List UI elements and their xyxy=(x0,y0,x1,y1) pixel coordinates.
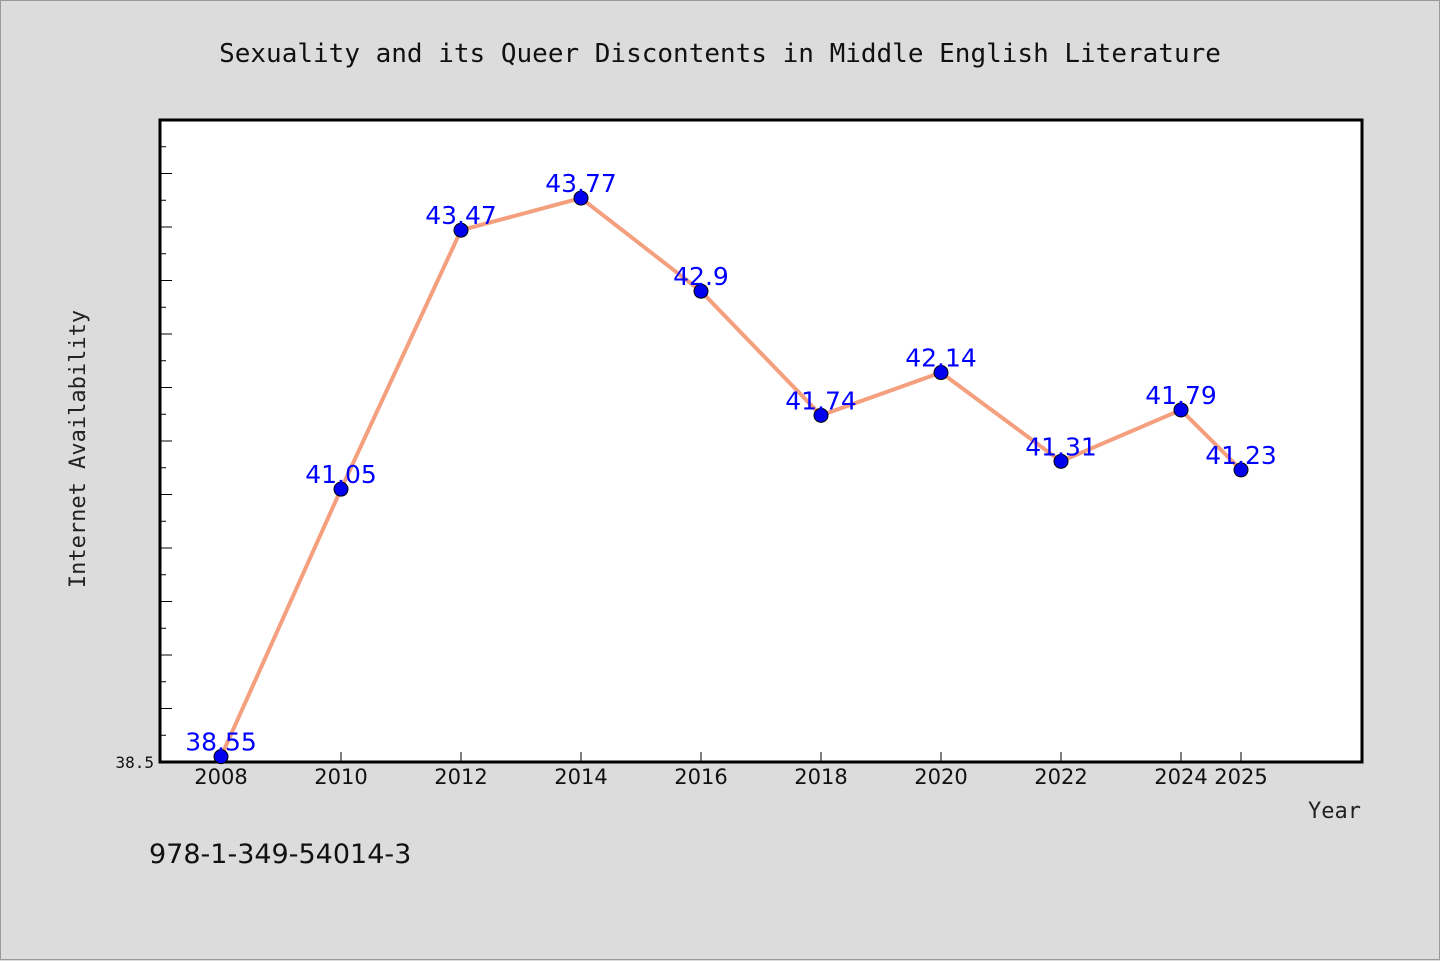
data-label: 41.31 xyxy=(1025,432,1097,461)
x-tick-label: 2010 xyxy=(314,765,367,789)
data-label: 41.05 xyxy=(305,460,377,489)
data-label: 41.74 xyxy=(785,386,857,415)
x-tick-label: 2018 xyxy=(794,765,847,789)
data-label: 42.14 xyxy=(905,344,977,373)
data-label: 41.79 xyxy=(1145,381,1217,410)
x-tick-label: 2014 xyxy=(554,765,607,789)
x-tick-label: 2012 xyxy=(434,765,487,789)
data-label: 42.9 xyxy=(673,262,729,291)
x-tick-label: 2024 xyxy=(1154,765,1207,789)
data-point xyxy=(1233,462,1249,478)
data-point xyxy=(213,749,229,765)
x-tick-label: 2022 xyxy=(1034,765,1087,789)
series-line xyxy=(219,196,1243,758)
y-axis-label: Internet Availability xyxy=(66,310,91,588)
x-tick-label: 2008 xyxy=(194,765,247,789)
data-label: 43.77 xyxy=(545,169,617,198)
data-label: 41.23 xyxy=(1205,441,1277,470)
x-axis-label: Year xyxy=(1308,799,1361,824)
data-point xyxy=(453,222,469,238)
plot-area xyxy=(158,118,1364,764)
data-point xyxy=(813,407,829,423)
data-labels: 38.55 41.05 43.47 43.77 42.9 41.74 42.14 41.31 4… xyxy=(185,169,1277,757)
x-axis-tick-labels: 2008 2010 2012 2014 2016 2018 2020 2022 2024 2025 xyxy=(194,765,1267,789)
y-tick-label: 38.5 xyxy=(115,753,154,772)
isbn-text: 978-1-349-54014-3 xyxy=(149,839,411,870)
data-point xyxy=(1173,402,1189,418)
data-point xyxy=(1053,453,1069,469)
x-axis-ticks xyxy=(220,752,1242,762)
series-line-group xyxy=(219,196,1243,758)
data-point xyxy=(933,365,949,381)
y-axis-ticks xyxy=(160,119,172,763)
data-point xyxy=(693,283,709,299)
x-tick-label: 2025 xyxy=(1214,765,1267,789)
data-label: 43.47 xyxy=(425,201,497,230)
chart-title: Sexuality and its Queer Discontents in M… xyxy=(219,39,1221,69)
y-axis-tick-labels: 38.5 xyxy=(115,753,154,772)
data-point xyxy=(573,190,589,206)
data-point xyxy=(333,481,349,497)
x-tick-label: 2020 xyxy=(914,765,967,789)
data-markers xyxy=(213,190,1249,765)
data-label: 38.55 xyxy=(185,728,257,757)
x-tick-label: 2016 xyxy=(674,765,727,789)
